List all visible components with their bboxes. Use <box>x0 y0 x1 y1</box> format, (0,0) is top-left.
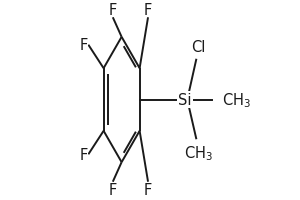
Text: F: F <box>109 182 117 197</box>
Text: CH$_3$: CH$_3$ <box>184 144 213 162</box>
Text: F: F <box>144 182 152 197</box>
Text: F: F <box>109 3 117 18</box>
Text: F: F <box>80 147 88 162</box>
Text: Cl: Cl <box>191 40 206 55</box>
Text: F: F <box>144 3 152 18</box>
Text: CH$_3$: CH$_3$ <box>222 91 251 109</box>
Text: Si: Si <box>178 93 192 107</box>
Text: F: F <box>80 38 88 53</box>
